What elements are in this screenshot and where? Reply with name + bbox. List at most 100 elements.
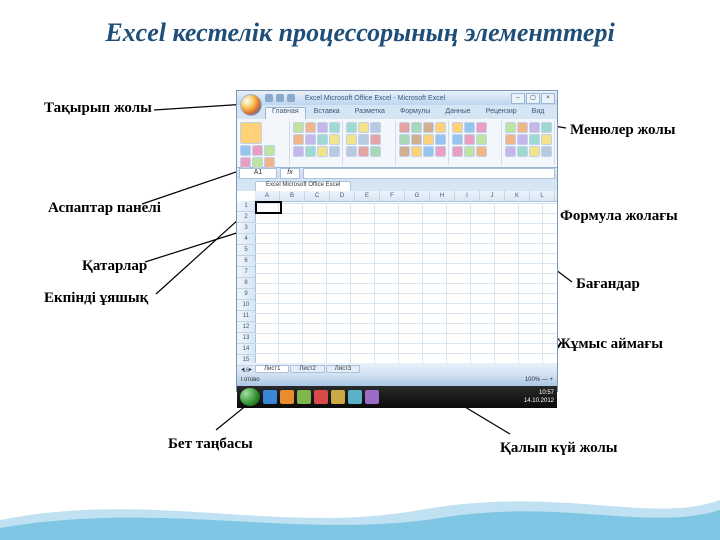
ribbon-icon — [240, 145, 251, 156]
ribbon-icon — [346, 146, 357, 157]
rows-label: Қатарлар — [82, 258, 147, 275]
active-cell — [255, 201, 282, 214]
ribbon-icon — [423, 122, 434, 133]
toolbar-label: Аспаптар панелі — [48, 200, 161, 217]
column-header: L — [530, 191, 555, 201]
ribbon-icon — [293, 134, 304, 145]
ribbon-icon — [240, 157, 251, 168]
ribbon-icon — [346, 122, 357, 133]
taskbar-icon — [280, 390, 294, 404]
ribbon-icon — [317, 146, 328, 157]
columns-label: Бағандар — [576, 276, 640, 293]
ribbon-icon — [329, 146, 340, 157]
ribbon-icon — [541, 146, 552, 157]
ribbon-icon — [476, 146, 487, 157]
ribbon-icon — [464, 146, 475, 157]
sheet-tab: Лист2 — [290, 365, 324, 373]
row-headers: 12345678910111213141516 — [237, 201, 256, 363]
titlebar-label: Тақырып жолы — [44, 100, 152, 117]
sheet-tab: Лист3 — [326, 365, 360, 373]
ribbon-icon — [452, 122, 463, 133]
window-buttons: –▢× — [511, 93, 555, 104]
column-header: E — [355, 191, 380, 201]
ribbon-icon — [370, 134, 381, 145]
taskbar-icon — [365, 390, 379, 404]
ribbon-tab: Формулы — [393, 107, 437, 119]
ribbon-tab: Рецензир — [479, 107, 524, 119]
ribbon-icon — [435, 134, 446, 145]
rows-label-line — [145, 230, 246, 262]
row-header: 2 — [237, 212, 255, 223]
name-box: A1 — [239, 168, 277, 179]
row-header: 3 — [237, 223, 255, 234]
ribbon-icon — [329, 134, 340, 145]
ribbon-icon — [541, 134, 552, 145]
ribbon-group — [451, 121, 502, 165]
slide: Excel кестелік процессорының элементтері… — [0, 0, 720, 540]
ribbon-icon — [541, 122, 552, 133]
sheettab-label: Бет таңбасы — [168, 436, 253, 453]
ribbon-icon — [317, 122, 328, 133]
taskbar-icon — [263, 390, 277, 404]
taskbar-icon — [314, 390, 328, 404]
ribbon-icon — [399, 134, 410, 145]
windows-taskbar: 10:5714.10.2012 — [237, 386, 557, 408]
column-header: K — [505, 191, 530, 201]
sheet-tabs-bar: ◂▸Лист1Лист2Лист3 — [237, 363, 557, 375]
ribbon-icon — [505, 122, 516, 133]
activecell-label: Екпінді ұяшық — [44, 290, 148, 307]
ribbon-icon — [293, 146, 304, 157]
ribbon — [237, 119, 557, 168]
ribbon-icon — [358, 134, 369, 145]
row-header: 10 — [237, 300, 255, 311]
bottom-wave — [0, 480, 720, 540]
ribbon-tab: Вид — [525, 107, 552, 119]
row-header: 7 — [237, 267, 255, 278]
ribbon-icon — [435, 146, 446, 157]
document-tab: Excel Microsoft Office Excel — [255, 181, 351, 191]
ribbon-icon — [452, 146, 463, 157]
ribbon-icon — [423, 146, 434, 157]
maximize-icon: ▢ — [526, 93, 540, 104]
minimize-icon: – — [511, 93, 525, 104]
quick-access-toolbar — [265, 94, 295, 106]
row-header: 15 — [237, 355, 255, 366]
row-header: 16 — [237, 366, 255, 377]
ribbon-icon — [411, 134, 422, 145]
ribbon-icon — [452, 134, 463, 145]
row-header: 8 — [237, 278, 255, 289]
ribbon-icon — [346, 134, 357, 145]
ribbon-icon — [305, 122, 316, 133]
ribbon-icon — [411, 146, 422, 157]
ribbon-group — [504, 121, 555, 165]
ribbon-icon — [305, 146, 316, 157]
ribbon-icon — [329, 122, 340, 133]
formula-bar: A1 fx — [237, 168, 557, 179]
status-bar: Готово 100% — + — [237, 375, 557, 386]
close-icon: × — [541, 93, 555, 104]
ribbon-group — [292, 121, 343, 165]
taskbar-icon — [297, 390, 311, 404]
document-tabs: Excel Microsoft Office Excel — [237, 179, 557, 191]
menubar-label: Менюлер жолы — [570, 122, 675, 139]
ribbon-icon — [293, 122, 304, 133]
ribbon-icon — [423, 134, 434, 145]
ribbon-icon — [517, 146, 528, 157]
ribbon-icon — [399, 122, 410, 133]
ribbon-icon — [517, 122, 528, 133]
column-header: J — [480, 191, 505, 201]
taskbar-icon — [331, 390, 345, 404]
ribbon-icon — [240, 122, 262, 144]
ribbon-icon — [264, 145, 275, 156]
row-header: 14 — [237, 344, 255, 355]
row-header: 11 — [237, 311, 255, 322]
statusbar-label: Қалып күй жолы — [500, 440, 618, 457]
ribbon-icon — [358, 146, 369, 157]
column-header: A — [255, 191, 280, 201]
ribbon-icon — [464, 134, 475, 145]
row-header: 1 — [237, 201, 255, 212]
office-button-icon — [240, 94, 262, 116]
taskbar-icon — [348, 390, 362, 404]
ribbon-icon — [370, 122, 381, 133]
row-header: 9 — [237, 289, 255, 300]
